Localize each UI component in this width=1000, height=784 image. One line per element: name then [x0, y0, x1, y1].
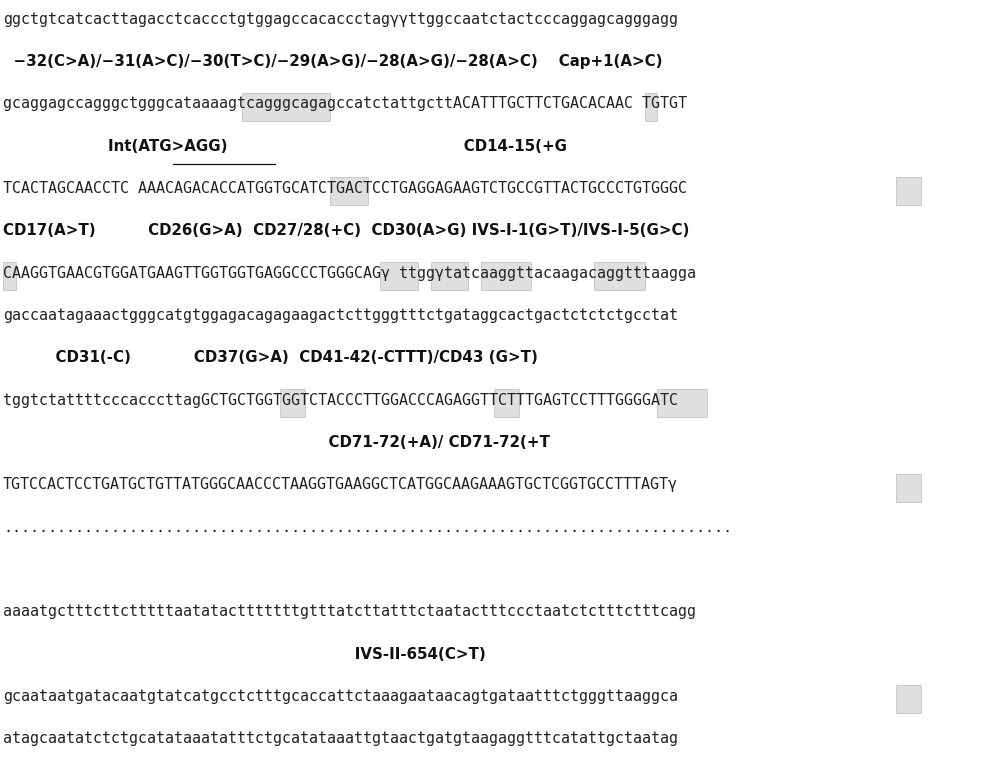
FancyBboxPatch shape	[280, 389, 305, 417]
FancyBboxPatch shape	[431, 262, 468, 290]
FancyBboxPatch shape	[896, 177, 921, 205]
FancyBboxPatch shape	[645, 93, 657, 121]
FancyBboxPatch shape	[896, 474, 921, 502]
Text: Int(ATG>AGG)                                             CD14-15(+G: Int(ATG>AGG) CD14-15(+G	[3, 139, 567, 154]
FancyBboxPatch shape	[330, 177, 368, 205]
Text: atagcaatatctctgcatataaatatttctgcatataaattgtaactgatgtaagaggtttcatattgctaatag: atagcaatatctctgcatataaatatttctgcatataaat…	[3, 731, 678, 746]
Text: CD17(A>T)          CD26(G>A)  CD27/28(+C)  CD30(A>G) IVS-I-1(G>T)/IVS-I-5(G>C): CD17(A>T) CD26(G>A) CD27/28(+C) CD30(A>G…	[3, 223, 689, 238]
Text: gcaggagccagggctgggcataaaagtcagggcagagccatctattgcttACATTTGCTTCTGACACAAC TGTGT: gcaggagccagggctgggcataaaagtcagggcagagcca…	[3, 96, 687, 111]
Text: IVS-II-654(C>T): IVS-II-654(C>T)	[3, 647, 486, 662]
FancyBboxPatch shape	[657, 389, 707, 417]
FancyBboxPatch shape	[494, 389, 519, 417]
Text: TCACTAGCAACCTC AAACAGACACCATGGTGCATCTGACTCCTGAGGAGAAGTCTGCCGTTACTGCCCTGTGGGC: TCACTAGCAACCTC AAACAGACACCATGGTGCATCTGAC…	[3, 181, 687, 196]
FancyBboxPatch shape	[3, 262, 16, 290]
Text: CD31(-C)            CD37(G>A)  CD41-42(-CTTT)/CD43 (G>T): CD31(-C) CD37(G>A) CD41-42(-CTTT)/CD43 (…	[3, 350, 538, 365]
FancyBboxPatch shape	[380, 262, 418, 290]
Text: CAAGGTGAACGTGGATGAAGTTGGTGGTGAGGCCCTGGGCAGγ ttggγtatcaaggttacaagacaggtttaagga: CAAGGTGAACGTGGATGAAGTTGGTGGTGAGGCCCTGGGC…	[3, 266, 696, 281]
FancyBboxPatch shape	[896, 685, 921, 713]
FancyBboxPatch shape	[594, 262, 645, 290]
FancyBboxPatch shape	[481, 262, 531, 290]
Text: ggctgtcatcacttagacctcaccctgtggagccacaccctagγγttggccaatctactcccaggagcagggagg: ggctgtcatcacttagacctcaccctgtggagccacaccc…	[3, 12, 678, 27]
Text: TGTCCACTCCTGATGCTGTTATGGGCAACCCTAAGGTGAAGGCTCATGGCAAGAAAGTGCTCGGTGCCTTTAGTγ: TGTCCACTCCTGATGCTGTTATGGGCAACCCTAAGGTGAA…	[3, 477, 678, 492]
Text: CD71-72(+A)/ CD71-72(+T: CD71-72(+A)/ CD71-72(+T	[3, 435, 550, 450]
Text: gcaataatgatacaatgtatcatgcctctttgcaccattctaaagaataacagtgataatttctgggttaaggca: gcaataatgatacaatgtatcatgcctctttgcaccattc…	[3, 689, 678, 704]
Text: ................................................................................: ........................................…	[3, 520, 732, 535]
FancyBboxPatch shape	[242, 93, 330, 121]
Text: tggtctattttcccacccttagGCTGCTGGTGGTCTACCCTTGGACCCAGAGGTTCTTTGAGTCCTTTGGGGATC: tggtctattttcccacccttagGCTGCTGGTGGTCTACCC…	[3, 393, 678, 408]
Text: gaccaatagaaactgggcatgtggagacagagaagactcttgggtttctgataggcactgactctctctgcctat: gaccaatagaaactgggcatgtggagacagagaagactct…	[3, 308, 678, 323]
Text: aaaatgctttcttctttttaatatactttttttgtttatcttatttctaatactttccctaatctctttctttcagg: aaaatgctttcttctttttaatatactttttttgtttatc…	[3, 604, 696, 619]
Text: −32(C>A)/−31(A>C)/−30(T>C)/−29(A>G)/−28(A>G)/−28(A>C)    Cap+1(A>C): −32(C>A)/−31(A>C)/−30(T>C)/−29(A>G)/−28(…	[3, 54, 662, 69]
